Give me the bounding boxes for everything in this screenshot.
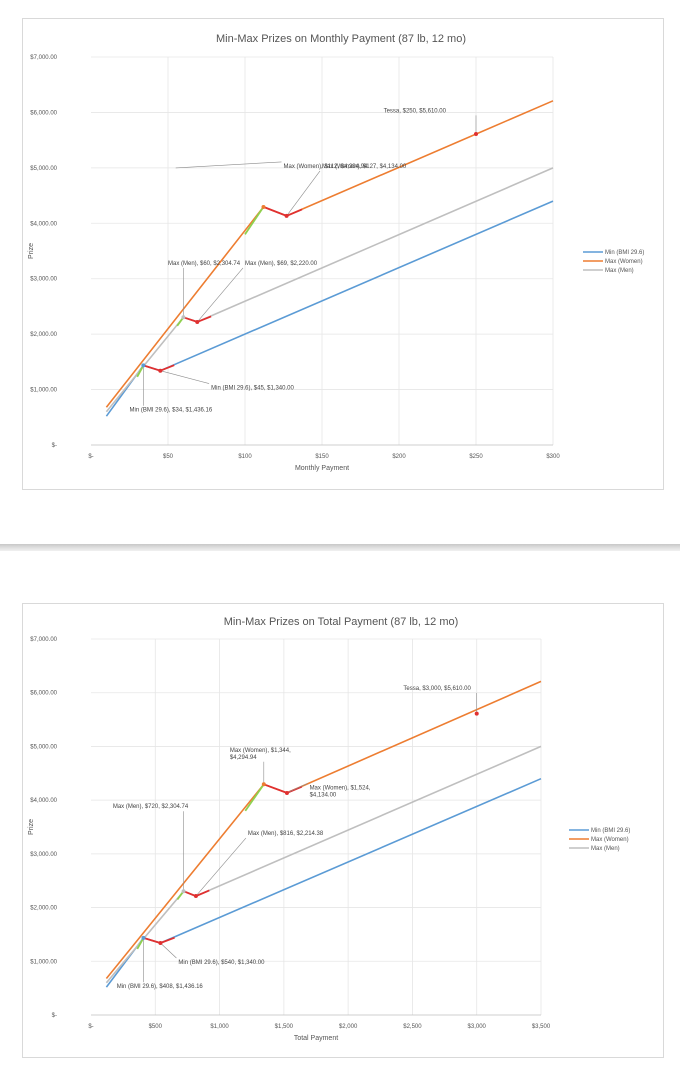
chart2-y-tick-label: $1,000.00 bbox=[30, 959, 57, 965]
chart1-x-tick-label: $150 bbox=[315, 454, 329, 460]
chart2-data-point bbox=[141, 935, 146, 940]
chart2-annotation-leader bbox=[195, 837, 247, 897]
chart1-y-tick-label: $4,000.00 bbox=[30, 221, 57, 227]
chart2-title: Min-Max Prizes on Total Payment (87 lb, … bbox=[224, 616, 459, 628]
chart1-highlight-segment bbox=[244, 206, 265, 235]
chart2-data-point bbox=[181, 889, 186, 894]
chart2-x-tick-label: $500 bbox=[149, 1024, 163, 1030]
chart1-y-tick-label: $5,000.00 bbox=[30, 166, 57, 172]
chart2-x-tick-label: $- bbox=[88, 1024, 93, 1030]
chart1-y-tick-label: $3,000.00 bbox=[30, 277, 57, 283]
chart1-y-tick-label: $7,000.00 bbox=[30, 55, 57, 61]
chart1-data-point bbox=[261, 204, 266, 209]
chart1-data-point bbox=[141, 363, 146, 368]
chart1-x-axis-label: Monthly Payment bbox=[295, 465, 349, 472]
chart2-annotation-leader bbox=[160, 942, 177, 959]
chart1-y-tick-label: $6,000.00 bbox=[30, 110, 57, 116]
chart1-legend-entry: Max (Women) bbox=[605, 259, 643, 265]
chart2-annotation-label: Max (Men), $816, $2,214.38 bbox=[248, 831, 324, 837]
chart1-legend-entry: Max (Men) bbox=[605, 268, 634, 274]
chart1-x-tick-label: $- bbox=[88, 454, 93, 460]
chart2-highlight-segment bbox=[136, 937, 145, 950]
chart-separator bbox=[0, 544, 680, 551]
chart2-annotation-label: $4,294.94 bbox=[230, 755, 257, 761]
chart2-x-tick-label: $2,500 bbox=[403, 1024, 422, 1030]
chart1-annotation-leader bbox=[197, 267, 244, 323]
chart-monthly-payment: Min-Max Prizes on Monthly Payment (87 lb… bbox=[22, 18, 664, 490]
chart1-data-point bbox=[284, 213, 289, 218]
chart2-y-tick-label: $2,000.00 bbox=[30, 906, 57, 912]
chart1-data-point bbox=[195, 319, 200, 324]
chart1-annotation-label: Max (Women), $127, $4,134.00 bbox=[322, 164, 407, 170]
chart2-highlight-segment bbox=[244, 783, 265, 812]
chart2-series-line-1 bbox=[105, 680, 542, 980]
chart-total-svg: Min-Max Prizes on Total Payment (87 lb, … bbox=[28, 616, 630, 1042]
chart-monthly-svg: Min-Max Prizes on Monthly Payment (87 lb… bbox=[28, 33, 644, 472]
chart1-series-line-2 bbox=[105, 167, 554, 413]
chart2-annotation-label: Max (Women), $1,524, bbox=[310, 785, 371, 791]
chart1-x-tick-label: $100 bbox=[238, 454, 252, 460]
chart1-data-point bbox=[181, 315, 186, 320]
chart2-data-point bbox=[158, 941, 163, 946]
chart2-y-tick-label: $3,000.00 bbox=[30, 852, 57, 858]
chart1-annotation-label: Max (Women), $112, $4,294.94 bbox=[284, 164, 368, 170]
chart1-x-tick-label: $250 bbox=[469, 454, 483, 460]
chart2-data-point bbox=[193, 894, 198, 899]
chart1-annotation-label: Min (BMI 29.6), $34, $1,436.16 bbox=[130, 408, 213, 414]
chart1-data-point bbox=[158, 368, 163, 373]
chart2-legend-entry: Max (Women) bbox=[591, 837, 629, 843]
chart1-annotation-label: Tessa, $250, $5,610.00 bbox=[384, 108, 447, 114]
chart2-x-tick-label: $1,500 bbox=[275, 1024, 294, 1030]
chart2-annotation-label: Max (Men), $720, $2,304.74 bbox=[113, 804, 189, 810]
chart1-annotation-label: Min (BMI 29.6), $45, $1,340.00 bbox=[211, 386, 294, 392]
chart1-highlight-segment bbox=[263, 206, 303, 217]
chart2-annotation-label: Min (BMI 29.6), $540, $1,340.00 bbox=[178, 960, 265, 966]
chart2-data-point bbox=[474, 711, 479, 716]
chart2-data-point bbox=[261, 782, 266, 787]
chart1-x-tick-label: $50 bbox=[163, 454, 174, 460]
chart1-highlight-segment bbox=[136, 364, 145, 378]
chart1-y-tick-label: $2,000.00 bbox=[30, 332, 57, 338]
chart2-y-tick-label: $7,000.00 bbox=[30, 637, 57, 643]
chart2-x-tick-label: $3,000 bbox=[468, 1024, 487, 1030]
chart-total-payment: Min-Max Prizes on Total Payment (87 lb, … bbox=[22, 603, 664, 1058]
chart2-annotation-label: $4,134.00 bbox=[310, 792, 337, 798]
chart2-data-point bbox=[284, 790, 289, 795]
chart1-series-line-1 bbox=[105, 100, 554, 408]
chart1-y-tick-label: $- bbox=[52, 443, 57, 449]
chart1-data-point bbox=[474, 132, 478, 137]
chart1-x-tick-label: $300 bbox=[546, 454, 560, 460]
chart2-y-tick-label: $4,000.00 bbox=[30, 798, 57, 804]
chart2-legend-entry: Max (Men) bbox=[591, 846, 620, 852]
chart2-x-tick-label: $3,500 bbox=[532, 1024, 551, 1030]
chart2-annotation-label: Tessa, $3,000, $5,610.00 bbox=[403, 686, 471, 692]
chart2-series-line-2 bbox=[105, 745, 542, 984]
chart2-y-axis-label: Prize bbox=[28, 819, 35, 835]
chart1-title: Min-Max Prizes on Monthly Payment (87 lb… bbox=[216, 33, 466, 45]
chart2-x-tick-label: $2,000 bbox=[339, 1024, 358, 1030]
chart2-annotation-label: Min (BMI 29.6), $408, $1,436.16 bbox=[117, 984, 204, 990]
chart2-y-tick-label: $- bbox=[52, 1013, 57, 1019]
chart1-x-tick-label: $200 bbox=[392, 454, 406, 460]
chart1-y-tick-label: $1,000.00 bbox=[30, 388, 57, 394]
chart2-y-tick-label: $6,000.00 bbox=[30, 691, 57, 697]
chart1-annotation-leader bbox=[175, 161, 282, 169]
chart2-x-axis-label: Total Payment bbox=[294, 1035, 338, 1042]
chart1-series-line-0 bbox=[105, 200, 554, 417]
chart2-legend-entry: Min (BMI 29.6) bbox=[591, 828, 630, 834]
chart1-annotation-leader bbox=[286, 170, 321, 217]
chart1-annotation-label: Max (Men), $69, $2,220.00 bbox=[245, 261, 318, 267]
chart2-x-tick-label: $1,000 bbox=[210, 1024, 229, 1030]
chart2-y-tick-label: $5,000.00 bbox=[30, 744, 57, 750]
chart2-annotation-leader bbox=[286, 783, 308, 794]
chart2-annotation-label: Max (Women), $1,344, bbox=[230, 748, 291, 754]
chart1-annotation-leader bbox=[160, 370, 210, 384]
chart1-y-axis-label: Prize bbox=[28, 243, 35, 259]
chart1-legend-entry: Min (BMI 29.6) bbox=[605, 250, 644, 256]
chart1-annotation-label: Max (Men), $60, $2,304.74 bbox=[168, 261, 241, 267]
